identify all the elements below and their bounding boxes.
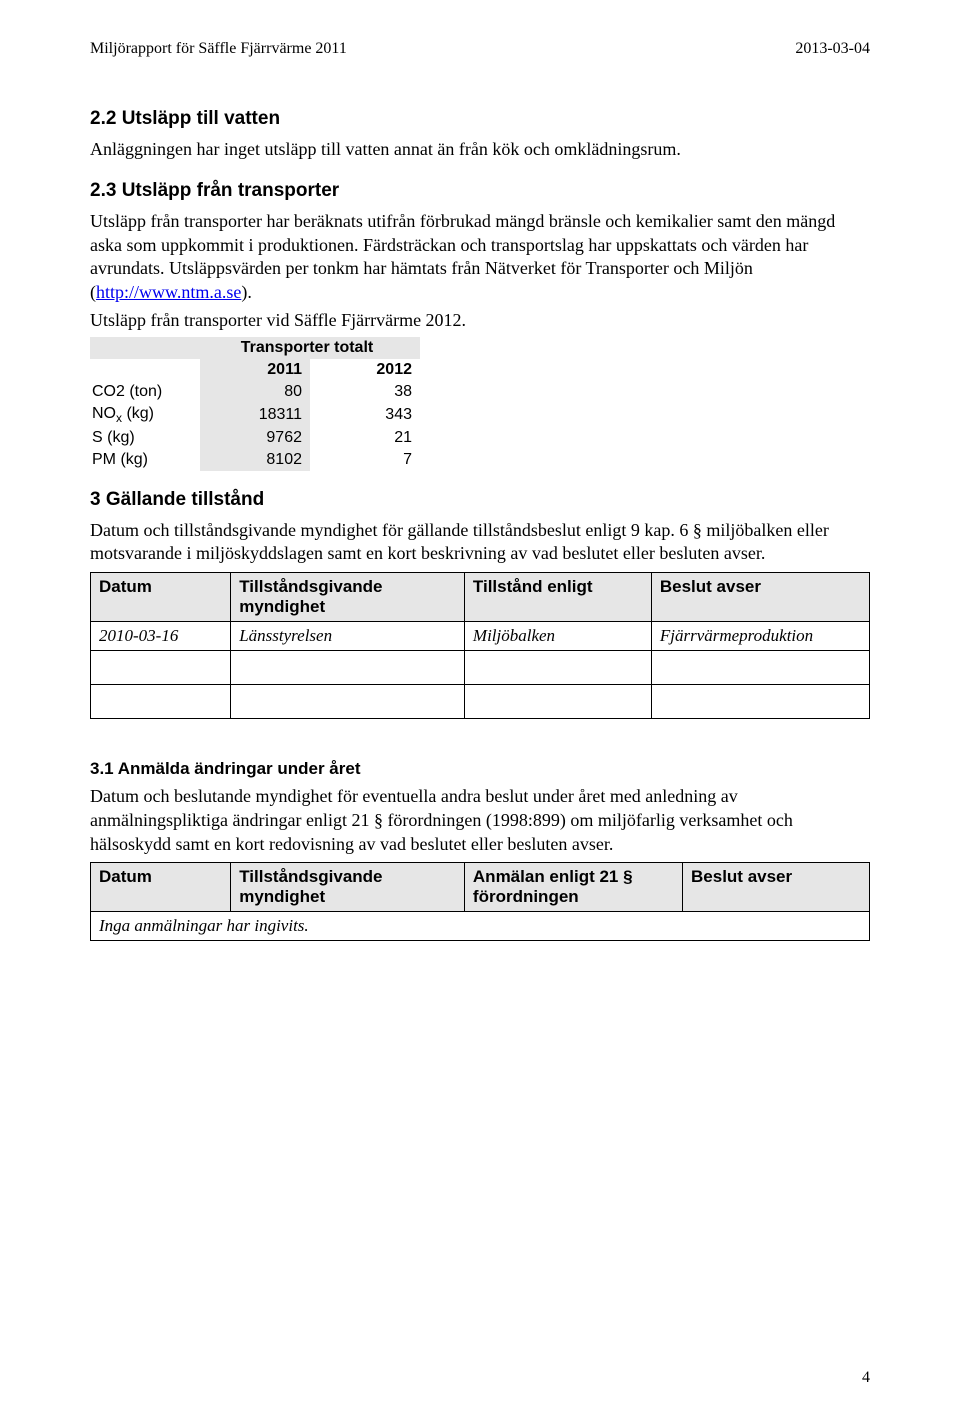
para-2-3: Utsläpp från transporter har beräknats u… [90, 210, 870, 305]
row-co2-2012: 38 [310, 381, 420, 403]
td-myndighet: Länsstyrelsen [231, 622, 465, 651]
row-pm-2012: 7 [310, 449, 420, 471]
row-co2-label: CO2 (ton) [90, 381, 200, 403]
tillstand-table: Datum Tillståndsgivande myndighet Tillst… [90, 572, 870, 719]
anmalan-table: Datum Tillståndsgivande myndighet Anmäla… [90, 862, 870, 941]
heading-2-3: 2.3 Utsläpp från transporter [90, 180, 870, 202]
th2-datum: Datum [91, 863, 231, 912]
td-enligt: Miljöbalken [464, 622, 651, 651]
th2-enligt: Anmälan enligt 21 § förordningen [464, 863, 682, 912]
row-pm-label: PM (kg) [90, 449, 200, 471]
th-enligt: Tillstånd enligt [464, 573, 651, 622]
row-s-label: S (kg) [90, 427, 200, 449]
row-pm-2011: 8102 [200, 449, 310, 471]
row-co2-2011: 80 [200, 381, 310, 403]
transport-table: Transporter totalt 2011 2012 CO2 (ton) 8… [90, 337, 420, 471]
row-s-2012: 21 [310, 427, 420, 449]
th-myndighet: Tillståndsgivande myndighet [231, 573, 465, 622]
para-3: Datum och tillståndsgivande myndighet fö… [90, 519, 870, 567]
heading-3-1: 3.1 Anmälda ändringar under året [90, 759, 870, 779]
row-nox-2011: 18311 [200, 403, 310, 427]
th2-myndighet: Tillståndsgivande myndighet [231, 863, 465, 912]
row-nox-2012: 343 [310, 403, 420, 427]
td-avser: Fjärrvärmeproduktion [651, 622, 869, 651]
header-left: Miljörapport för Säffle Fjärrvärme 2011 [90, 40, 347, 58]
page-number: 4 [862, 1369, 870, 1387]
para-2-2: Anläggningen har inget utsläpp till vatt… [90, 138, 870, 162]
row-s-2011: 9762 [200, 427, 310, 449]
para-3-1: Datum och beslutande myndighet för event… [90, 785, 870, 856]
ntm-link[interactable]: http://www.ntm.a.se [96, 282, 241, 302]
transport-title: Transporter totalt [200, 337, 420, 359]
heading-3: 3 Gällande tillstånd [90, 489, 870, 511]
para-2-3-tail: ). [241, 282, 252, 302]
heading-2-2: 2.2 Utsläpp till vatten [90, 108, 870, 130]
transport-caption: Utsläpp från transporter vid Säffle Fjär… [90, 309, 870, 333]
row-nox-label: NOx (kg) [90, 403, 200, 427]
header-date: 2013-03-04 [795, 40, 870, 58]
th-datum: Datum [91, 573, 231, 622]
th-avser: Beslut avser [651, 573, 869, 622]
td-datum: 2010-03-16 [91, 622, 231, 651]
year-2011: 2011 [200, 359, 310, 381]
td2-text: Inga anmälningar har ingivits. [91, 912, 870, 941]
th2-avser: Beslut avser [683, 863, 870, 912]
year-2012: 2012 [310, 359, 420, 381]
